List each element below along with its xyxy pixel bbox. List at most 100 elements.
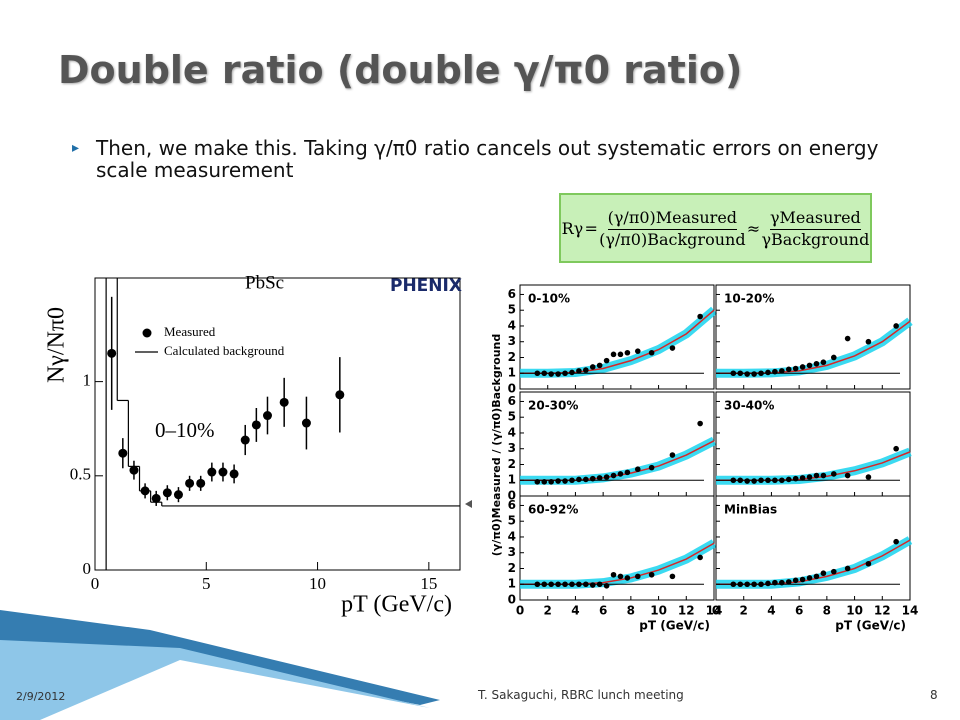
data-point: [589, 364, 596, 370]
data-point: [744, 478, 750, 484]
panel-title: MinBias: [724, 503, 777, 517]
y-tick-label: 1: [508, 366, 516, 380]
data-point: [669, 573, 676, 580]
fraction: γMeasured γBackground: [761, 208, 869, 249]
data-point: [765, 369, 771, 376]
data-point: [624, 349, 631, 356]
data-point: [107, 348, 117, 358]
data-point: [596, 475, 603, 481]
data-point: [279, 397, 289, 407]
plot-clip: [520, 306, 717, 378]
data-point: [624, 469, 631, 476]
y-tick-label: 4: [508, 318, 516, 332]
data-point: [603, 474, 610, 480]
plot-frame: [715, 495, 911, 601]
legend-label: Measured: [164, 324, 216, 339]
data-point: [751, 371, 757, 377]
data-point: [610, 472, 617, 479]
y-tick-label: 3: [508, 441, 516, 455]
data-point: [251, 420, 261, 430]
data-point: [844, 472, 851, 479]
y-tick-label: 1: [508, 577, 516, 591]
y-tick-label: 0: [83, 559, 92, 578]
panel-title: PbSc: [245, 272, 284, 293]
data-point: [830, 471, 837, 477]
y-tick-label: 5: [508, 410, 516, 424]
panel-title: 20-30%: [528, 399, 578, 413]
numerator: (γ/π0)Measured: [607, 208, 738, 230]
data-point: [806, 362, 813, 369]
data-point: [820, 359, 827, 366]
data-point: [813, 573, 820, 580]
y-tick-label: 0: [508, 593, 516, 607]
y-tick-label: 5: [508, 514, 516, 528]
x-tick-label: 0: [516, 603, 524, 617]
data-point: [555, 478, 561, 484]
data-point: [697, 420, 703, 427]
data-point: [779, 368, 785, 374]
footer-date: 2/9/2012: [16, 690, 66, 703]
data-point: [648, 571, 655, 578]
y-tick-label: 0.5: [70, 465, 91, 484]
data-point: [813, 360, 820, 367]
panel-title: 0-10%: [528, 292, 570, 306]
data-point: [820, 472, 827, 479]
data-point: [634, 466, 641, 473]
data-point: [799, 364, 806, 370]
data-point: [151, 493, 161, 503]
plot-frame: [519, 284, 715, 390]
data-point: [634, 573, 641, 580]
x-axis-label: pT (GeV/c): [341, 592, 452, 618]
x-tick-label: 4: [767, 603, 775, 617]
x-axis-label: pT (GeV/c): [835, 619, 906, 633]
plot-clip: [520, 539, 717, 589]
approx: ≈: [746, 218, 761, 238]
fit-band: [520, 306, 717, 378]
data-point: [820, 570, 827, 577]
x-tick-label: 10: [650, 603, 667, 617]
data-point: [765, 580, 771, 587]
data-point: [697, 554, 703, 561]
data-point: [610, 351, 617, 358]
y-tick-label: 6: [508, 498, 516, 512]
data-point: [562, 478, 568, 484]
x-tick-label: 14: [706, 603, 723, 617]
y-axis-label: (γ/π0)Measured / (γ/π0)Background: [490, 334, 503, 557]
data-point: [785, 366, 792, 373]
x-tick-label: 12: [678, 603, 695, 617]
data-point: [603, 357, 610, 364]
data-point: [893, 323, 899, 329]
fit-band: [716, 317, 913, 378]
y-tick-label: 2: [508, 350, 516, 364]
footer-page: 8: [930, 688, 938, 702]
panel-title: 30-40%: [724, 399, 774, 413]
y-tick-label: 2: [508, 561, 516, 575]
data-point: [596, 362, 603, 369]
data-point: [173, 490, 183, 500]
data-point: [865, 338, 872, 345]
data-point: [893, 538, 899, 545]
x-tick-label: 12: [874, 603, 891, 617]
data-point: [844, 565, 851, 572]
data-point: [799, 576, 806, 583]
data-point: [744, 371, 750, 377]
plot-clip: [716, 536, 913, 589]
x-tick-label: 2: [740, 603, 748, 617]
data-point: [669, 345, 676, 351]
data-point: [583, 367, 589, 373]
data-point: [751, 478, 757, 484]
x-tick-label: 6: [599, 603, 607, 617]
data-point: [865, 474, 872, 480]
data-point: [229, 469, 239, 479]
panel-title: 10-20%: [724, 292, 774, 306]
plot-clip: [105, 278, 460, 570]
data-point: [844, 335, 851, 342]
bullet: Then, we make this. Taking γ/π0 ratio ca…: [72, 137, 896, 181]
data-point: [129, 465, 139, 475]
data-point: [610, 571, 617, 578]
legend-marker: [142, 328, 152, 338]
y-tick-label: 1: [508, 473, 516, 487]
data-point: [865, 560, 872, 567]
x-tick-label: 8: [627, 603, 635, 617]
